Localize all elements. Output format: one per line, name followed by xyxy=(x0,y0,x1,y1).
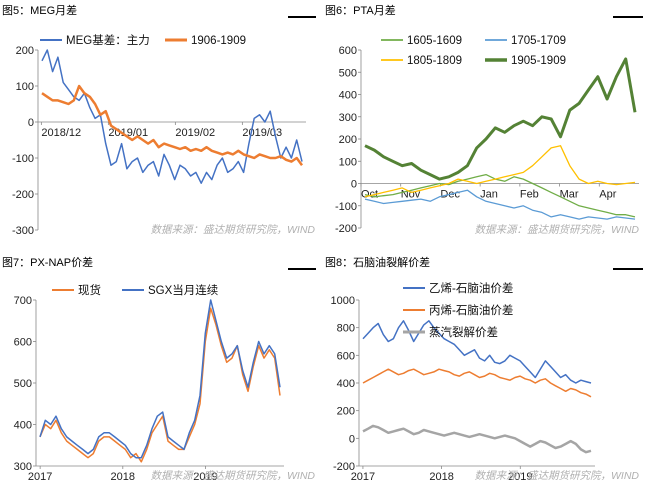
x-tick-label: 2019/02 xyxy=(175,127,215,139)
panel-title: 图6：PTA月差 xyxy=(325,5,396,17)
y-tick-label: 300 xyxy=(14,461,32,473)
x-tick-label: Feb xyxy=(520,189,539,201)
y-tick-label: 100 xyxy=(339,156,357,168)
y-tick-label: 500 xyxy=(14,378,32,390)
x-tick-label: 2019 xyxy=(508,471,532,480)
title-bar-decoration xyxy=(288,268,316,270)
y-tick-label: -200 xyxy=(335,223,357,235)
panel-title: 图5：MEG月差 xyxy=(2,5,78,17)
legend-label: 1805-1809 xyxy=(407,55,462,67)
legend-label: 1906-1909 xyxy=(191,35,246,47)
x-tick-label: Jan xyxy=(480,189,498,201)
series-line xyxy=(41,84,304,166)
series-line xyxy=(364,145,636,198)
series-line xyxy=(39,299,281,459)
series-line xyxy=(364,57,637,181)
x-tick-label: Apr xyxy=(599,189,616,201)
source-note: 数据来源：盛达期货研究院，WIND xyxy=(474,470,640,482)
source-note: 数据来源：盛达期货研究院，WIND xyxy=(474,224,640,236)
series-line xyxy=(364,189,636,220)
legend-label: 乙烯-石脑油价差 xyxy=(429,281,513,295)
y-tick-label: 200 xyxy=(337,406,355,418)
title-bar-decoration xyxy=(613,268,643,270)
y-tick-label: -200 xyxy=(333,461,355,473)
source-note: 数据来源：盛达期货研究院，WIND xyxy=(150,224,316,236)
series-line xyxy=(362,424,592,454)
y-tick-label: -200 xyxy=(12,189,34,201)
x-tick-label: 2017 xyxy=(351,471,375,480)
series-line xyxy=(362,368,592,398)
panel-title: 图8：石脑油裂解价差 xyxy=(325,257,431,269)
y-tick-label: 400 xyxy=(337,378,355,390)
x-tick-label: Oct xyxy=(361,189,378,201)
title-bar-decoration xyxy=(613,16,643,18)
legend-label: 丙烯-石脑油价差 xyxy=(429,303,513,317)
series-line xyxy=(364,173,636,218)
panel-title: 图7：PX-NAP价差 xyxy=(2,257,94,269)
panel-pta: 图6：PTA月差 600 500 400 300 200 100 0 -100 -200 Oct N… xyxy=(323,0,647,242)
x-tick-label: 2017 xyxy=(28,471,52,480)
y-tick-label: 600 xyxy=(14,337,32,349)
source-note: 数据来源：盛达期货研究院，WIND xyxy=(150,470,316,482)
y-tick-label: -100 xyxy=(12,153,34,165)
x-tick-label: Mar xyxy=(560,189,579,201)
x-tick-label: 2018 xyxy=(111,471,135,480)
series-line xyxy=(39,307,281,463)
legend-label: SGX当月连续 xyxy=(148,283,218,297)
y-tick-label: 300 xyxy=(339,112,357,124)
x-tick-label: 2019 xyxy=(193,471,217,480)
y-tick-label: 0 xyxy=(28,117,34,129)
x-tick-label: 2018 xyxy=(429,471,453,480)
y-tick-label: 400 xyxy=(14,420,32,432)
y-tick-label: 1000 xyxy=(331,295,355,307)
y-tick-label: -300 xyxy=(12,225,34,237)
title-bar-decoration xyxy=(288,16,316,18)
y-tick-label: 800 xyxy=(337,323,355,335)
series-line xyxy=(41,49,303,184)
legend-label: 1705-1709 xyxy=(511,35,566,47)
panel-naphtha-crack: 图8：石脑油裂解价差 1000 800 600 400 200 0 -200 2017 2018… xyxy=(323,242,647,484)
legend-label: 1605-1609 xyxy=(407,35,462,47)
y-tick-label: 700 xyxy=(14,295,32,307)
series-line xyxy=(362,320,592,384)
y-tick-label: 0 xyxy=(349,433,355,445)
x-tick-label: 2018/12 xyxy=(41,127,81,139)
y-tick-label: 100 xyxy=(16,81,34,93)
y-tick-label: 600 xyxy=(337,350,355,362)
y-tick-label: 400 xyxy=(339,90,357,102)
y-tick-label: 200 xyxy=(16,45,34,57)
y-tick-label: 600 xyxy=(339,45,357,57)
y-tick-label: 200 xyxy=(339,134,357,146)
legend-label: MEG基差：主力 xyxy=(66,33,150,47)
y-tick-label: 0 xyxy=(351,179,357,191)
panel-px-nap: 图7：PX-NAP价差 700 600 500 400 300 2017 2018 2019 现… xyxy=(0,242,323,484)
panel-meg: 图5：MEG月差 200 100 0 -100 -200 -300 2018/12 2019/… xyxy=(0,0,323,242)
legend-label: 现货 xyxy=(78,283,101,297)
legend-label: 1905-1909 xyxy=(511,55,566,67)
y-tick-label: -100 xyxy=(335,201,357,213)
y-tick-label: 500 xyxy=(339,67,357,79)
legend-label: 蒸汽裂解价差 xyxy=(429,325,498,339)
